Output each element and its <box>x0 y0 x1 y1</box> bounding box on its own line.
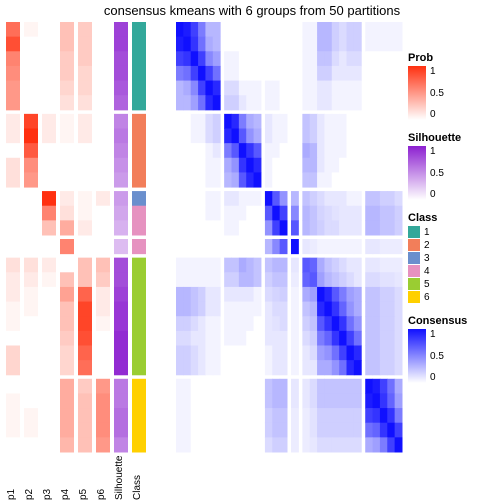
legend-title: Prob <box>408 52 500 64</box>
legend-tick: 0 <box>430 189 444 200</box>
legend-gradient <box>408 329 426 383</box>
legend-tick: 0.5 <box>430 88 444 99</box>
legend-tick: 0.5 <box>430 168 444 179</box>
plot-title: consensus kmeans with 6 groups from 50 p… <box>0 3 504 18</box>
legend-class-item: 6 <box>408 291 500 303</box>
legends: Prob 10.50 Silhouette 10.50 Class123456C… <box>408 52 500 395</box>
legend-tick: 1 <box>430 66 444 77</box>
legend-gradient <box>408 146 426 200</box>
legend-tick: 0.5 <box>430 351 444 362</box>
column-label: Class <box>132 475 143 500</box>
legend-gradient <box>408 66 426 120</box>
legend-class-item: 4 <box>408 265 500 277</box>
heatmap-svg <box>6 22 406 456</box>
legend-tick: 1 <box>430 146 444 157</box>
legend-class-item: 3 <box>408 252 500 264</box>
column-labels: p1 p2 p3 p4 p5 p6 Silhouette Class <box>6 458 166 500</box>
column-label: Silhouette <box>114 456 125 500</box>
legend-tick: 0 <box>430 372 444 383</box>
legend-title: Class <box>408 212 500 224</box>
legend-tick: 1 <box>430 329 444 340</box>
legend-class-item: 1 <box>408 226 500 238</box>
column-label: p1 <box>6 489 17 500</box>
legend-title: Silhouette <box>408 132 500 144</box>
column-label: p3 <box>42 489 53 500</box>
legend-title: Consensus <box>408 315 500 327</box>
column-label: p5 <box>78 489 89 500</box>
column-label: p6 <box>96 489 107 500</box>
column-label: p4 <box>60 489 71 500</box>
legend-class-item: 5 <box>408 278 500 290</box>
column-label: p2 <box>24 489 35 500</box>
legend-class-item: 2 <box>408 239 500 251</box>
plot-area <box>6 22 406 456</box>
legend-tick: 0 <box>430 109 444 120</box>
